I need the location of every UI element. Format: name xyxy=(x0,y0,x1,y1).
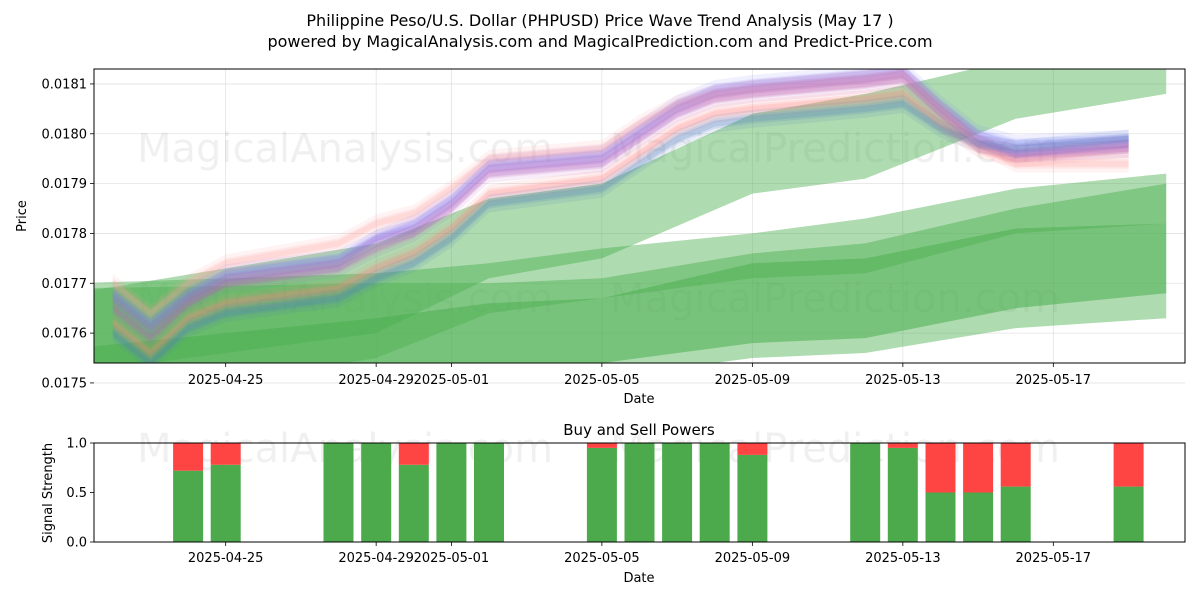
buy-sell-x-axis-label: Date xyxy=(623,571,654,586)
price-x-tick-label: 2025-05-09 xyxy=(715,373,791,388)
price-y-tick-label: 0.0177 xyxy=(42,277,88,292)
buy-power-bar xyxy=(173,470,204,542)
price-y-axis-label: Price xyxy=(15,200,30,232)
forecast-band xyxy=(94,173,1167,363)
buy-sell-chart: Buy and Sell Powers MagicalAnalysis.com … xyxy=(41,421,1186,586)
buy-power-bar xyxy=(586,447,617,542)
sell-power-bar xyxy=(1113,443,1144,487)
buy-power-bar xyxy=(737,454,768,542)
buy-power-bar xyxy=(398,464,429,542)
buy-sell-bars xyxy=(173,443,1144,542)
buy-sell-x-tick-label: 2025-04-25 xyxy=(188,551,264,566)
buy-sell-y-axis: 0.0 0.5 1.0 xyxy=(66,437,94,551)
forecast-band xyxy=(94,223,1167,363)
buy-power-bar xyxy=(963,492,994,542)
sell-power-bar xyxy=(737,443,768,455)
forecast-band xyxy=(94,69,1167,363)
buy-sell-x-tick-label: 2025-05-01 xyxy=(414,551,490,566)
sell-power-bar xyxy=(925,443,956,493)
price-y-tick-label: 0.0175 xyxy=(42,376,88,391)
price-chart: MagicalAnalysis.com MagicalPrediction.co… xyxy=(15,68,1186,407)
buy-sell-y-tick-label: 0.0 xyxy=(66,536,87,551)
buy-power-bar xyxy=(436,443,467,542)
buy-sell-y-tick-label: 1.0 xyxy=(66,437,87,452)
forecast-band xyxy=(94,183,1167,363)
price-x-axis-label: Date xyxy=(623,392,654,407)
sell-power-bar xyxy=(398,443,429,465)
buy-power-bar xyxy=(662,443,693,542)
price-y-tick-label: 0.0179 xyxy=(42,177,88,192)
buy-power-bar xyxy=(925,492,956,542)
buy-sell-y-tick-label: 0.5 xyxy=(66,486,87,501)
buy-sell-x-tick-label: 2025-04-29 xyxy=(338,551,414,566)
buy-power-bar xyxy=(361,443,392,542)
sell-power-bar xyxy=(210,443,241,465)
sell-power-bar xyxy=(1000,443,1031,487)
price-y-tick-label: 0.0180 xyxy=(42,127,88,142)
price-y-axis: 0.0175 0.0176 0.0177 0.0178 0.0179 0.0180 0.01… xyxy=(42,77,94,391)
buy-power-bar xyxy=(210,464,241,542)
buy-power-bar xyxy=(887,447,918,542)
price-plot-frame xyxy=(93,68,1186,364)
price-y-tick-label: 0.0176 xyxy=(42,327,88,342)
buy-sell-x-tick-label: 2025-05-17 xyxy=(1016,551,1092,566)
buy-power-bar xyxy=(1000,486,1031,542)
price-x-tick-label: 2025-04-25 xyxy=(188,373,264,388)
price-x-tick-label: 2025-05-17 xyxy=(1016,373,1092,388)
buy-power-bar xyxy=(474,443,504,542)
price-x-tick-label: 2025-05-13 xyxy=(865,373,941,388)
price-x-axis: 2025-04-25 2025-04-29 2025-05-01 2025-05-05… xyxy=(188,363,1091,388)
forecast-bands xyxy=(94,69,1167,363)
watermark-top-left: MagicalAnalysis.com xyxy=(137,126,553,172)
buy-power-bar xyxy=(323,443,354,542)
price-x-tick-label: 2025-05-01 xyxy=(414,373,490,388)
buy-power-bar xyxy=(850,443,881,542)
price-x-tick-label: 2025-04-29 xyxy=(338,373,414,388)
buy-sell-x-tick-label: 2025-05-09 xyxy=(715,551,791,566)
chart-title: Philippine Peso/U.S. Dollar (PHPUSD) Pri… xyxy=(306,11,893,30)
sell-power-bar xyxy=(173,443,204,471)
buy-sell-title: Buy and Sell Powers xyxy=(563,421,715,439)
buy-power-bar xyxy=(699,443,730,542)
buy-power-bar xyxy=(1113,486,1144,542)
sell-power-bar xyxy=(887,443,918,448)
buy-sell-x-axis: 2025-04-25 2025-04-29 2025-05-01 2025-05-05… xyxy=(188,542,1091,566)
sell-power-bar xyxy=(586,443,617,448)
price-x-tick-label: 2025-05-05 xyxy=(564,373,640,388)
buy-sell-x-tick-label: 2025-05-05 xyxy=(564,551,640,566)
buy-sell-y-axis-label: Signal Strength xyxy=(41,443,56,543)
chart-subtitle: powered by MagicalAnalysis.com and Magic… xyxy=(267,32,932,51)
sell-power-bar xyxy=(963,443,994,493)
buy-sell-x-tick-label: 2025-05-13 xyxy=(865,551,941,566)
watermark-top-right: MagicalPrediction.com xyxy=(610,126,1060,172)
buy-power-bar xyxy=(624,443,655,542)
price-y-tick-label: 0.0181 xyxy=(42,77,88,92)
price-y-tick-label: 0.0178 xyxy=(42,227,88,242)
